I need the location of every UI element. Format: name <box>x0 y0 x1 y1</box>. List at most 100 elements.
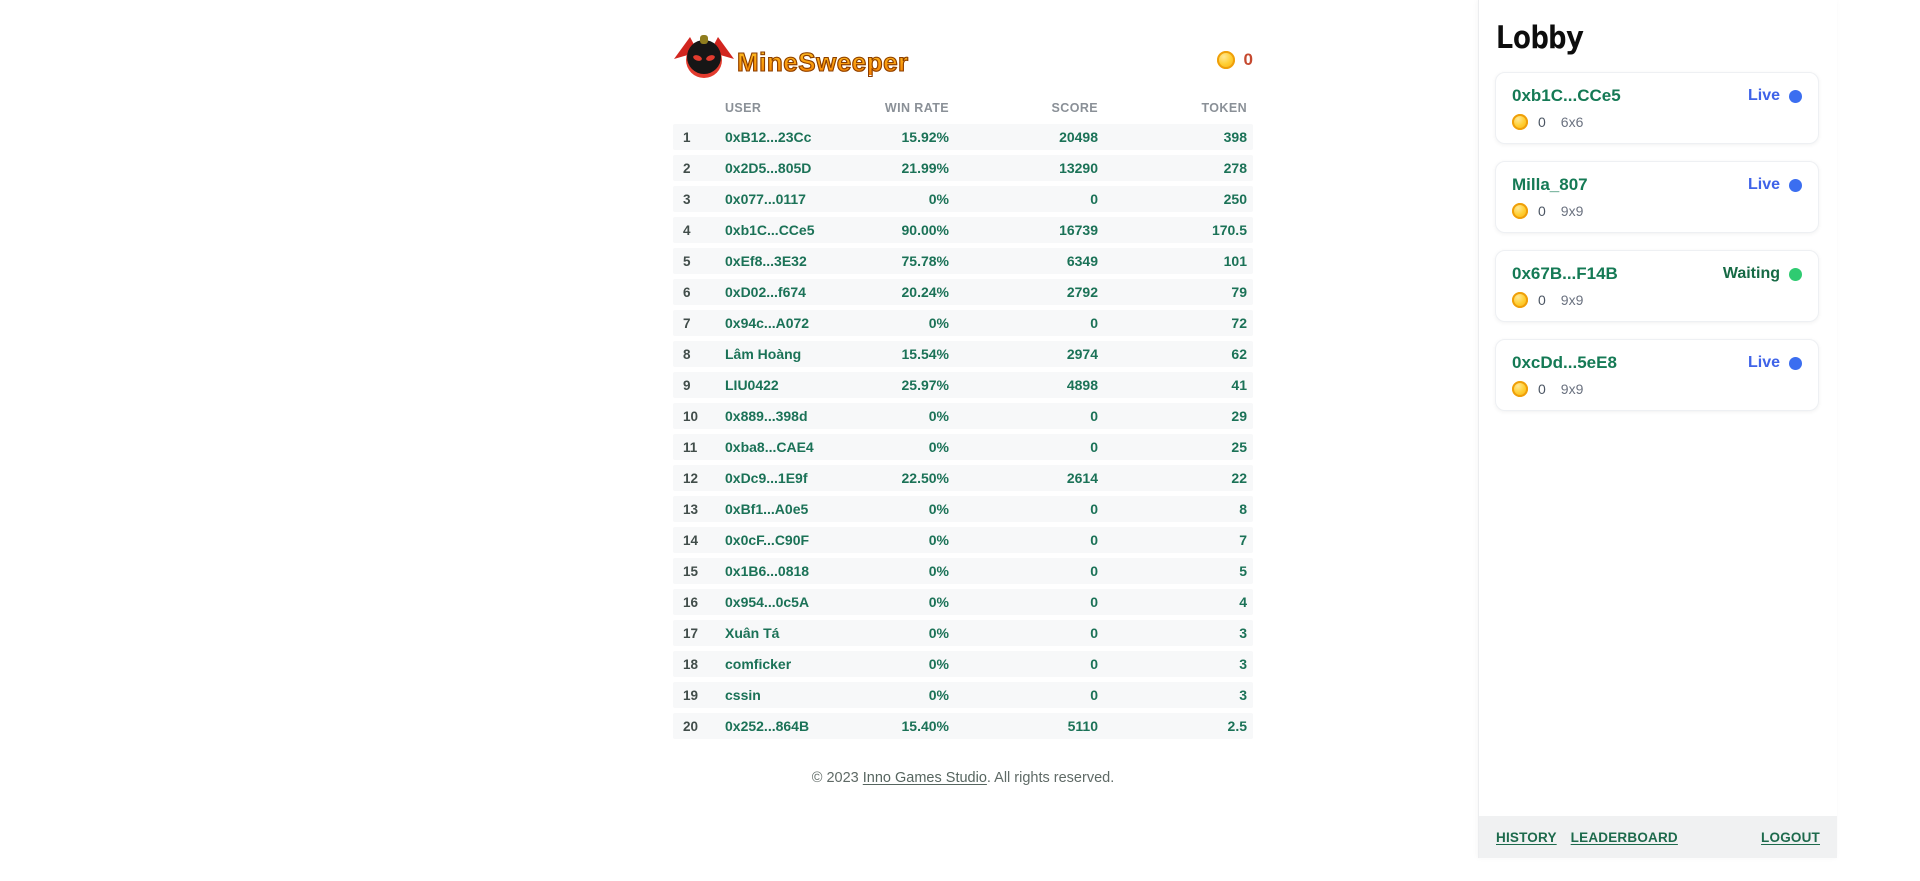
cell-score: 0 <box>955 310 1104 336</box>
cell-winrate: 0% <box>871 310 955 336</box>
cell-user: 0x0cF...C90F <box>719 527 871 553</box>
cell-token: 4 <box>1104 589 1253 615</box>
table-row: 2 0x2D5...805D 21.99% 13290 278 <box>673 155 1253 181</box>
header-user: USER <box>725 101 762 115</box>
room-status-label: Waiting <box>1722 265 1780 282</box>
leaderboard-body: 1 0xB12...23Cc 15.92% 20498 398 2 0x2D5...805D… <box>673 124 1253 739</box>
cell-winrate: 15.92% <box>871 124 955 150</box>
copyright: © 2023 Inno Games Studio. All rights res… <box>673 770 1253 786</box>
cell-token: 22 <box>1104 465 1253 491</box>
room-stake: 0 <box>1538 203 1546 219</box>
cell-score: 4898 <box>955 372 1104 398</box>
copyright-prefix: © 2023 <box>811 770 863 786</box>
cell-user: cssin <box>719 682 871 708</box>
cell-rank: 8 <box>673 341 719 367</box>
leaderboard-header-row: USER WIN RATE SCORE TOKEN <box>673 99 1253 119</box>
table-row: 16 0x954...0c5A 0% 0 4 <box>673 589 1253 615</box>
cell-score: 16739 <box>955 217 1104 243</box>
room-meta: 0 9x9 <box>1512 292 1802 308</box>
cell-token: 3 <box>1104 620 1253 646</box>
cell-score: 0 <box>955 589 1104 615</box>
cell-winrate: 0% <box>871 682 955 708</box>
cell-score: 0 <box>955 434 1104 460</box>
cell-token: 170.5 <box>1104 217 1253 243</box>
coin-balance: 0 <box>1216 50 1253 70</box>
room-card[interactable]: 0x67B...F14B Waiting 0 9x9 <box>1495 250 1819 322</box>
main-content: MineSweeper 0 USER WIN RATE SCORE TOKEN … <box>673 0 1253 786</box>
cell-score: 0 <box>955 186 1104 212</box>
header-score: SCORE <box>1051 101 1098 115</box>
room-status: Waiting <box>1723 265 1802 283</box>
cell-winrate: 0% <box>871 651 955 677</box>
cell-user: LIU0422 <box>719 372 871 398</box>
history-link[interactable]: HISTORY <box>1496 829 1557 845</box>
cell-score: 0 <box>955 403 1104 429</box>
status-dot-icon <box>1789 178 1802 192</box>
header-rank <box>673 99 719 119</box>
table-row: 3 0x077...0117 0% 0 250 <box>673 186 1253 212</box>
table-row: 15 0x1B6...0818 0% 0 5 <box>673 558 1253 584</box>
table-row: 20 0x252...864B 15.40% 5110 2.5 <box>673 713 1253 739</box>
cell-user: 0x954...0c5A <box>719 589 871 615</box>
room-head: 0x67B...F14B Waiting <box>1512 264 1802 284</box>
header-token: TOKEN <box>1201 101 1247 115</box>
copyright-suffix: . All rights reserved. <box>986 770 1115 786</box>
room-card[interactable]: Milla_807 Live 0 9x9 <box>1495 161 1819 233</box>
app-logo[interactable]: MineSweeper <box>673 29 909 81</box>
cell-token: 72 <box>1104 310 1253 336</box>
cell-rank: 7 <box>673 310 719 336</box>
cell-rank: 10 <box>673 403 719 429</box>
room-stake: 0 <box>1538 114 1546 130</box>
room-status-label: Live <box>1747 176 1780 193</box>
table-row: 17 Xuân Tá 0% 0 3 <box>673 620 1253 646</box>
cell-rank: 15 <box>673 558 719 584</box>
cell-score: 2614 <box>955 465 1104 491</box>
leaderboard-table: USER WIN RATE SCORE TOKEN 1 0xB12...23Cc 1… <box>673 94 1253 744</box>
table-row: 18 comficker 0% 0 3 <box>673 651 1253 677</box>
cell-token: 7 <box>1104 527 1253 553</box>
room-meta: 0 9x9 <box>1512 381 1802 397</box>
table-row: 11 0xba8...CAE4 0% 0 25 <box>673 434 1253 460</box>
room-name: 0xb1C...CCe5 <box>1512 86 1621 105</box>
cell-token: 398 <box>1104 124 1253 150</box>
cell-user: 0x077...0117 <box>719 186 871 212</box>
cell-score: 6349 <box>955 248 1104 274</box>
leaderboard-link[interactable]: LEADERBOARD <box>1570 829 1678 845</box>
cell-winrate: 75.78% <box>871 248 955 274</box>
cell-winrate: 15.40% <box>871 713 955 739</box>
cell-winrate: 21.99% <box>871 155 955 181</box>
logout-link[interactable]: LOGOUT <box>1761 829 1820 845</box>
room-card[interactable]: 0xcDd...5eE8 Live 0 9x9 <box>1495 339 1819 411</box>
cell-winrate: 20.24% <box>871 279 955 305</box>
cell-rank: 1 <box>673 124 719 150</box>
coin-icon <box>1512 114 1528 130</box>
room-grid-size: 9x9 <box>1560 381 1584 397</box>
cell-winrate: 0% <box>871 496 955 522</box>
table-row: 5 0xEf8...3E32 75.78% 6349 101 <box>673 248 1253 274</box>
cell-token: 8 <box>1104 496 1253 522</box>
room-meta: 0 9x9 <box>1512 203 1802 219</box>
cell-rank: 4 <box>673 217 719 243</box>
room-list: 0xb1C...CCe5 Live 0 6x6 Milla_807 Live 0… <box>1479 72 1837 411</box>
cell-token: 101 <box>1104 248 1253 274</box>
cell-rank: 9 <box>673 372 719 398</box>
room-card[interactable]: 0xb1C...CCe5 Live 0 6x6 <box>1495 72 1819 144</box>
cell-user: Xuân Tá <box>719 620 871 646</box>
cell-winrate: 0% <box>871 589 955 615</box>
room-grid-size: 9x9 <box>1560 292 1584 308</box>
studio-link[interactable]: Inno Games Studio <box>862 770 987 786</box>
cell-score: 0 <box>955 496 1104 522</box>
cell-score: 0 <box>955 620 1104 646</box>
room-stake: 0 <box>1538 292 1546 308</box>
cell-token: 25 <box>1104 434 1253 460</box>
lobby-title: Lobby <box>1495 20 1584 56</box>
bomb-logo-icon <box>674 35 734 78</box>
room-name: 0x67B...F14B <box>1512 264 1618 283</box>
cell-rank: 20 <box>673 713 719 739</box>
cell-rank: 3 <box>673 186 719 212</box>
room-grid-size: 6x6 <box>1560 114 1584 130</box>
coin-icon <box>1216 51 1235 69</box>
room-meta: 0 6x6 <box>1512 114 1802 130</box>
table-row: 9 LIU0422 25.97% 4898 41 <box>673 372 1253 398</box>
